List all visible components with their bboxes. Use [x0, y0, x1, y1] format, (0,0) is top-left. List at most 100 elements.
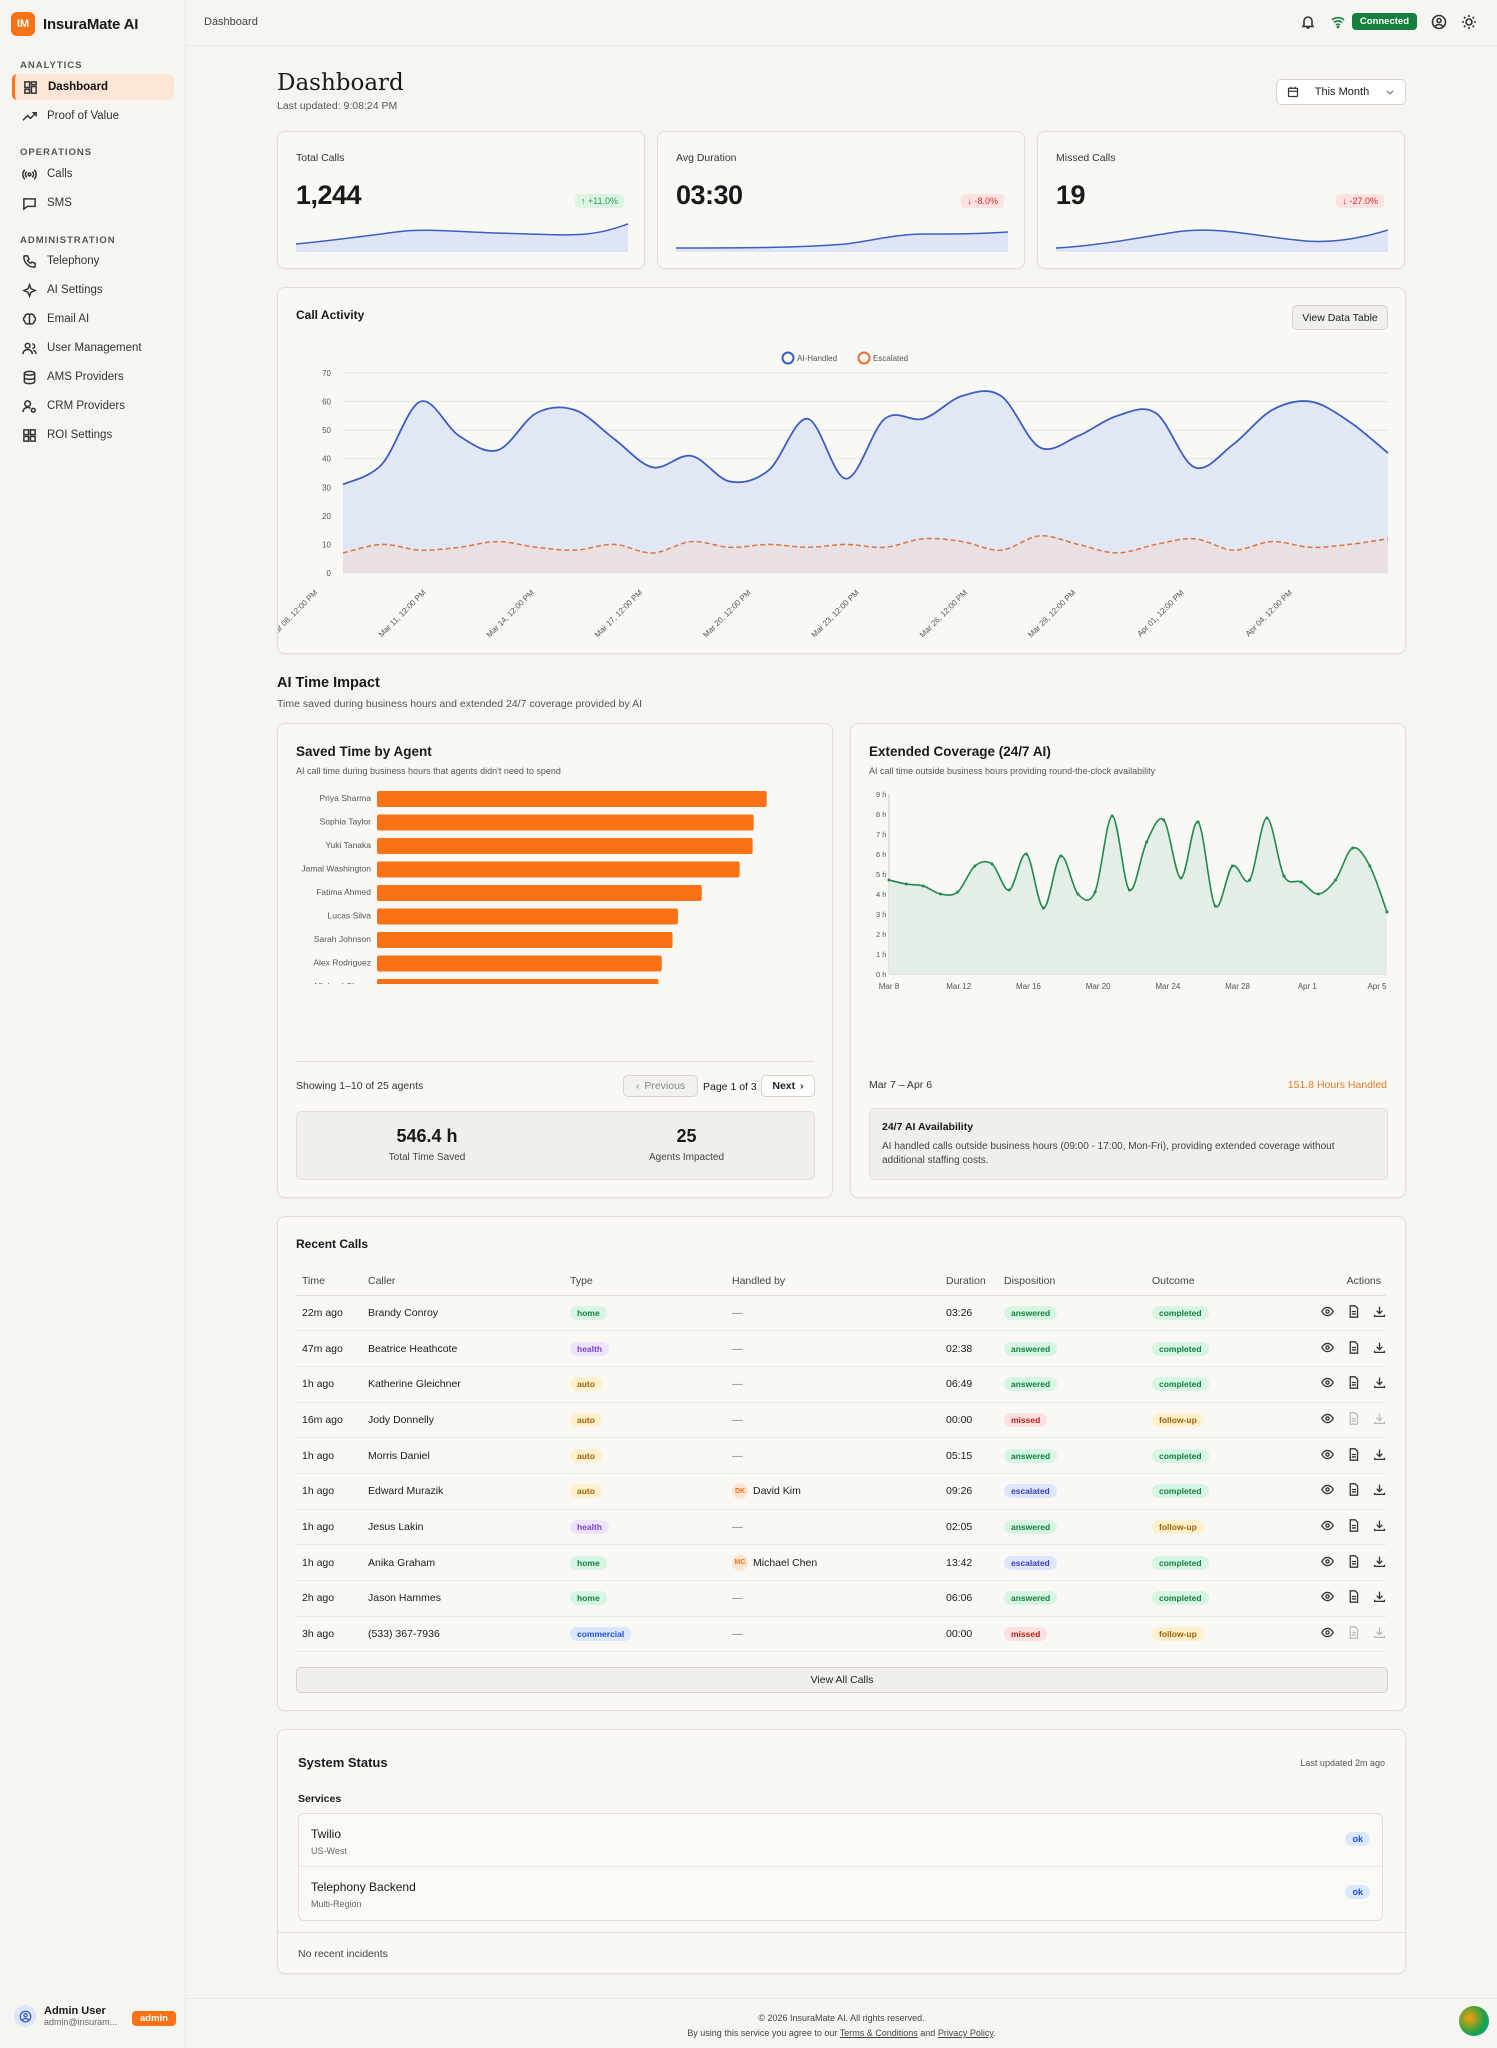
call-type-cell: auto [570, 1437, 732, 1474]
brand[interactable]: IM InsuraMate AI [11, 12, 138, 36]
call-duration: 06:06 [946, 1580, 1004, 1617]
disposition-cell: answered [1004, 1330, 1152, 1367]
view-icon[interactable] [1321, 1626, 1334, 1639]
coverage-point [1110, 814, 1114, 818]
nav-email-ai[interactable]: Email AI [12, 306, 174, 332]
download-icon[interactable] [1373, 1519, 1386, 1532]
section-administration: ADMINISTRATION [20, 235, 116, 246]
view-data-table-button[interactable]: View Data Table [1292, 305, 1388, 330]
user-circle-icon[interactable] [1431, 14, 1447, 30]
grid-icon [23, 428, 36, 442]
coverage-point [904, 882, 908, 886]
transcript-icon[interactable] [1347, 1519, 1360, 1532]
view-icon[interactable] [1321, 1483, 1334, 1496]
transcript-icon[interactable] [1347, 1483, 1360, 1497]
view-icon[interactable] [1321, 1555, 1334, 1568]
table-row[interactable]: 1h ago Katherine Gleichner auto — 06:49 … [296, 1366, 1386, 1403]
bar [377, 932, 673, 948]
download-icon[interactable] [1373, 1626, 1386, 1639]
transcript-icon[interactable] [1347, 1447, 1360, 1461]
nav-telephony[interactable]: Telephony [12, 248, 174, 274]
user-profile[interactable]: Admin User admin@insuram... admin [14, 2005, 176, 2027]
download-icon[interactable] [1373, 1305, 1386, 1318]
nav-user-management[interactable]: User Management [12, 335, 174, 361]
outcome-badge: follow-up [1152, 1412, 1204, 1427]
kpi-label: Missed Calls [1056, 152, 1116, 164]
handled-by-cell: — [732, 1402, 946, 1439]
assistant-avatar[interactable] [1459, 2006, 1489, 2036]
previous-button[interactable]: ‹ Previous [623, 1075, 698, 1097]
handled-by-cell: — [732, 1295, 946, 1332]
download-icon[interactable] [1373, 1483, 1386, 1496]
table-row[interactable]: 1h ago Morris Daniel auto — 05:15 answer… [296, 1437, 1386, 1474]
call-type-cell: home [570, 1295, 732, 1332]
bar [377, 979, 659, 984]
bar-label: Michael Chang [314, 981, 371, 984]
outcome-badge: completed [1152, 1591, 1209, 1606]
nav-crm-providers[interactable]: CRM Providers [12, 393, 174, 419]
view-all-calls-button[interactable]: View All Calls [296, 1667, 1388, 1693]
view-icon[interactable] [1321, 1590, 1334, 1603]
outcome-badge: completed [1152, 1341, 1209, 1356]
view-icon[interactable] [1321, 1341, 1334, 1354]
privacy-link[interactable]: Privacy Policy [937, 2028, 994, 2038]
kpi-label: Total Calls [296, 152, 345, 164]
download-icon[interactable] [1373, 1412, 1386, 1425]
transcript-icon[interactable] [1347, 1590, 1360, 1604]
transcript-icon[interactable] [1347, 1376, 1360, 1390]
disposition-badge: answered [1004, 1591, 1058, 1606]
date-range-value: This Month [1314, 86, 1370, 98]
table-row[interactable]: 47m ago Beatrice Heathcote health — 02:3… [296, 1330, 1386, 1367]
table-row[interactable]: 22m ago Brandy Conroy home — 03:26 answe… [296, 1295, 1386, 1332]
download-icon[interactable] [1373, 1590, 1386, 1603]
table-row[interactable]: 1h ago Anika Graham home MC Michael Chen … [296, 1544, 1386, 1581]
view-icon[interactable] [1321, 1376, 1334, 1389]
arrow-down-icon: ↓ [1342, 196, 1350, 206]
legal-prefix: By using this service you agree to our [687, 2028, 838, 2038]
handled-by: David Kim [753, 1485, 801, 1498]
disposition-cell: answered [1004, 1437, 1152, 1474]
nav-roi-settings[interactable]: ROI Settings [12, 422, 174, 448]
next-button[interactable]: Next › [761, 1075, 815, 1097]
services-label: Services [298, 1793, 342, 1805]
coverage-point [1145, 840, 1149, 844]
view-icon[interactable] [1321, 1448, 1334, 1461]
transcript-icon[interactable] [1347, 1412, 1360, 1425]
transcript-icon[interactable] [1347, 1305, 1360, 1318]
y-tick-label: 0 h [876, 970, 886, 979]
table-row[interactable]: 16m ago Jody Donnelly auto — 00:00 misse… [296, 1402, 1386, 1439]
call-type-badge: auto [570, 1448, 602, 1463]
breadcrumb[interactable]: Dashboard [204, 16, 258, 28]
bell-icon[interactable] [1300, 14, 1316, 30]
nav-proof-of-value[interactable]: Proof of Value [12, 103, 174, 129]
transcript-icon[interactable] [1347, 1554, 1360, 1568]
nav-ai-settings[interactable]: AI Settings [12, 277, 174, 303]
ai-impact-title: AI Time Impact [277, 675, 380, 691]
view-icon[interactable] [1321, 1412, 1334, 1425]
call-time: 1h ago [296, 1473, 368, 1510]
download-icon[interactable] [1373, 1341, 1386, 1354]
transcript-icon[interactable] [1347, 1626, 1360, 1639]
nav-calls[interactable]: Calls [12, 161, 174, 187]
table-row[interactable]: 3h ago (533) 367-7936 commercial — 00:00… [296, 1616, 1386, 1653]
service-region: Multi-Region [311, 1899, 362, 1909]
x-tick-label: Apr 1 [1298, 982, 1318, 991]
download-icon[interactable] [1373, 1448, 1386, 1461]
date-range-select[interactable]: This Month [1276, 79, 1406, 105]
view-icon[interactable] [1321, 1519, 1334, 1532]
terms-link[interactable]: Terms & Conditions [839, 2028, 918, 2038]
nav-sms[interactable]: SMS [12, 190, 174, 216]
y-tick-label: 2 h [876, 930, 886, 939]
table-row[interactable]: 1h ago Jesus Lakin health — 02:05 answer… [296, 1509, 1386, 1546]
download-icon[interactable] [1373, 1376, 1386, 1389]
sun-icon[interactable] [1461, 14, 1477, 30]
download-icon[interactable] [1373, 1555, 1386, 1568]
nav-label: Telephony [47, 255, 100, 267]
transcript-icon[interactable] [1347, 1340, 1360, 1354]
table-row[interactable]: 1h ago Edward Murazik auto DK David Kim 0… [296, 1473, 1386, 1510]
view-icon[interactable] [1321, 1305, 1334, 1318]
kpi-sparkline [296, 223, 628, 252]
nav-ams-providers[interactable]: AMS Providers [12, 364, 174, 390]
table-row[interactable]: 2h ago Jason Hammes home — 06:06 answere… [296, 1580, 1386, 1617]
nav-dashboard[interactable]: Dashboard [12, 74, 174, 100]
